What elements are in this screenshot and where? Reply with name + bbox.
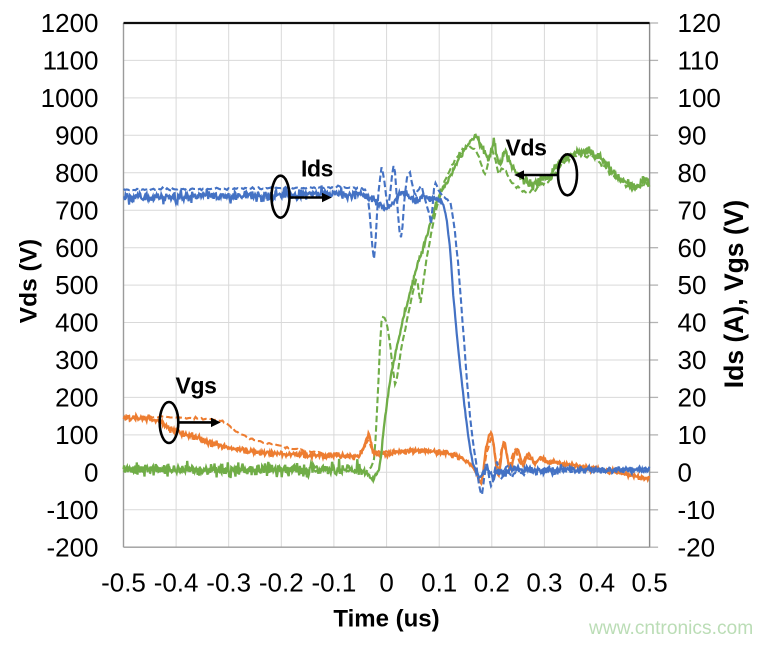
svg-text:-100: -100	[46, 495, 98, 525]
svg-text:Time (us): Time (us)	[333, 606, 439, 633]
svg-text:0: 0	[678, 457, 692, 487]
svg-text:70: 70	[678, 195, 707, 225]
svg-text:600: 600	[55, 233, 98, 263]
svg-text:10: 10	[678, 420, 707, 450]
svg-text:1200: 1200	[41, 8, 99, 38]
svg-text:0.1: 0.1	[421, 568, 457, 598]
svg-text:Vds: Vds	[506, 135, 547, 161]
svg-text:-0.1: -0.1	[311, 568, 356, 598]
svg-text:-0.4: -0.4	[154, 568, 199, 598]
svg-text:0.2: 0.2	[474, 568, 510, 598]
svg-text:100: 100	[678, 83, 721, 113]
svg-text:-10: -10	[678, 495, 716, 525]
svg-text:50: 50	[678, 270, 707, 300]
svg-text:0.3: 0.3	[526, 568, 562, 598]
svg-text:www.cntronics.com: www.cntronics.com	[588, 618, 753, 639]
svg-text:900: 900	[55, 120, 98, 150]
svg-text:0: 0	[84, 457, 98, 487]
svg-text:20: 20	[678, 383, 707, 413]
svg-text:0.5: 0.5	[632, 568, 668, 598]
svg-text:0: 0	[379, 568, 393, 598]
svg-text:Vgs: Vgs	[176, 373, 217, 399]
svg-text:40: 40	[678, 308, 707, 338]
svg-text:110: 110	[678, 46, 719, 76]
svg-text:800: 800	[55, 158, 98, 188]
svg-text:0.4: 0.4	[579, 568, 615, 598]
svg-text:700: 700	[55, 195, 98, 225]
svg-text:120: 120	[678, 8, 721, 38]
svg-text:1100: 1100	[43, 46, 99, 76]
svg-text:-0.3: -0.3	[206, 568, 251, 598]
svg-text:-200: -200	[46, 532, 98, 562]
svg-text:Vds (V): Vds (V)	[16, 239, 43, 323]
svg-text:90: 90	[678, 120, 707, 150]
svg-text:-20: -20	[678, 532, 716, 562]
svg-text:-0.5: -0.5	[101, 568, 146, 598]
svg-text:30: 30	[678, 345, 707, 375]
svg-text:100: 100	[55, 420, 98, 450]
svg-text:300: 300	[55, 345, 98, 375]
svg-text:80: 80	[678, 158, 707, 188]
svg-text:60: 60	[678, 233, 707, 263]
svg-text:500: 500	[55, 270, 98, 300]
svg-text:Ids (A), Vgs (V): Ids (A), Vgs (V)	[719, 200, 749, 388]
svg-text:400: 400	[55, 308, 98, 338]
svg-text:-0.2: -0.2	[259, 568, 304, 598]
svg-text:Ids: Ids	[301, 156, 333, 182]
svg-text:200: 200	[55, 383, 98, 413]
svg-text:1000: 1000	[41, 83, 99, 113]
